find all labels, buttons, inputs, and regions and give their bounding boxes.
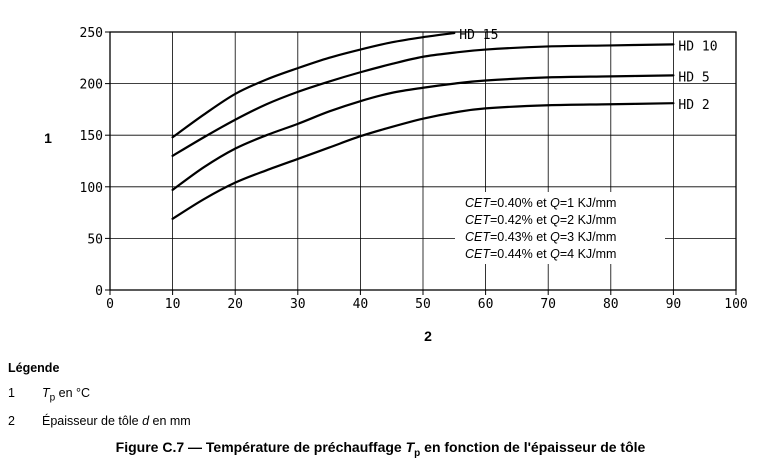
chart: 0 10 20 30 40 50 60 70 80 90 100 0 50 100 150 200 250 H… [44,26,748,344]
legend-title: Légende [8,361,60,375]
legend-item-1: 1 Tp en °C [8,386,90,404]
caption-prefix: Figure C.7 — Température de préchauffage [115,439,406,455]
x-tick-label: 40 [353,297,369,312]
x-axis-ticks: 0 10 20 30 40 50 60 70 80 90 100 [106,290,748,312]
x-tick-label: 90 [666,297,682,312]
y-tick-label: 50 [87,232,103,247]
legend-item-number: 2 [8,414,15,428]
legend-var: d [142,414,150,428]
x-tick-label: 20 [227,297,243,312]
annotation-line-2: CET=0.42% et Q=2 KJ/mm [465,213,616,227]
series-line-2 [171,43,675,157]
x-tick-label: 100 [724,297,747,312]
annotation-box [455,192,665,264]
curves: HD 15 HD 10 HD 5 HD 2 [171,28,718,220]
series-line-1 [171,31,456,139]
legend-var: T [42,386,50,400]
y-tick-label: 0 [95,284,103,299]
figure-caption: Figure C.7 — Température de préchauffage… [0,439,761,459]
x-tick-label: 10 [165,297,181,312]
legend-item-text: en °C [55,386,91,400]
series-label-4: HD 2 [678,98,709,113]
series-label-2: HD 10 [678,39,717,54]
legend-sub: p [49,392,56,404]
y-tick-label: 150 [80,129,103,144]
x-tick-label: 50 [415,297,431,312]
legend-item-2: 2 Épaisseur de tôle d en mm [8,414,191,428]
y-tick-label: 200 [80,78,103,93]
x-axis-number: 2 [424,328,432,344]
y-tick-label: 250 [80,26,103,41]
caption-sub: p [414,447,421,459]
annotations: CET=0.40% et Q=1 KJ/mm CET=0.42% et Q=2 K… [465,196,616,261]
caption-suffix: en fonction de l'épaisseur de tôle [420,439,646,455]
x-tick-label: 0 [106,297,114,312]
legend-item-number: 1 [8,386,15,400]
annotation-line-3: CET=0.43% et Q=3 KJ/mm [465,230,616,244]
legend-item-pre: Épaisseur de tôle [42,414,143,428]
x-tick-label: 80 [603,297,619,312]
series-label-1: HD 15 [459,28,498,43]
y-tick-label: 100 [80,181,103,196]
y-axis-ticks: 0 50 100 150 200 250 [80,26,110,299]
legend-item-text: en mm [149,414,191,428]
series-line-4 [171,102,675,220]
caption-var: T [405,439,415,455]
x-tick-label: 60 [478,297,494,312]
y-axis-number: 1 [44,130,52,146]
annotation-line-4: CET=0.44% et Q=4 KJ/mm [465,247,616,261]
series-line-3 [171,74,675,191]
series-label-3: HD 5 [678,70,709,85]
annotation-line-1: CET=0.40% et Q=1 KJ/mm [465,196,616,210]
x-tick-label: 30 [290,297,306,312]
x-tick-label: 70 [540,297,556,312]
